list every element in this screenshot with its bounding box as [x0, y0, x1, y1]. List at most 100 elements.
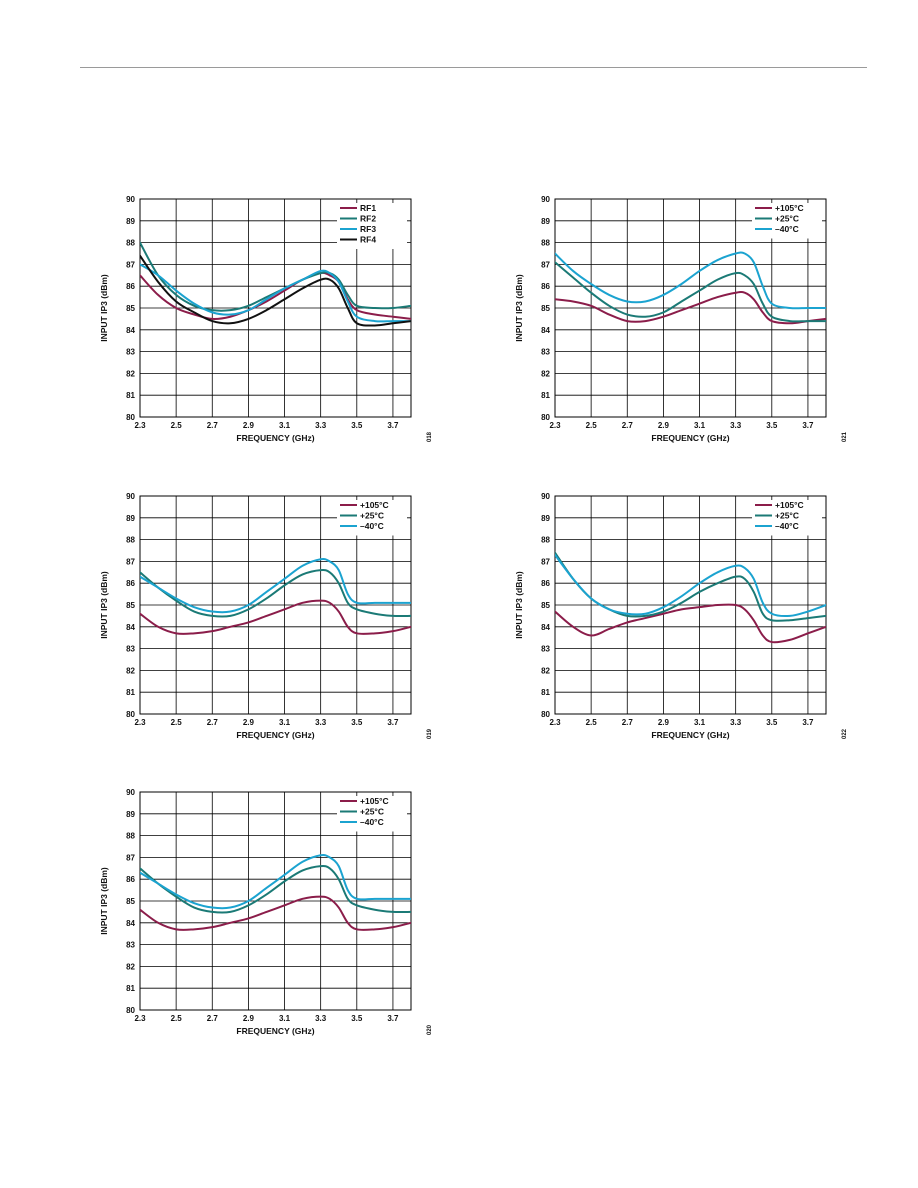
y-tick-label: 82 — [126, 369, 135, 378]
x-tick-label: 2.5 — [586, 718, 598, 727]
x-tick-label: 3.5 — [766, 421, 778, 430]
x-tick-label: 3.3 — [315, 421, 327, 430]
x-tick-label: 3.5 — [351, 718, 363, 727]
y-tick-label: 84 — [126, 326, 135, 335]
series-line-25c — [555, 261, 826, 323]
y-tick-label: 88 — [126, 239, 135, 248]
chart-panel-temperature-1: 80 81 82 83 84 85 86 87 88 89 90 2.3 2.5 2.7 2.9 3.1 3.3… — [505, 188, 865, 458]
y-tick-label: 90 — [541, 195, 550, 204]
y-tick-label: 88 — [126, 536, 135, 545]
chart-svg: 80 81 82 83 84 85 86 87 88 89 90 2.3 2.5 2.7 2.9 3.1 3.3… — [99, 788, 433, 1036]
y-tick-label: 84 — [541, 623, 550, 632]
plot-frame — [139, 791, 412, 1011]
x-tick-label: 2.3 — [549, 421, 561, 430]
x-tick-label: 3.1 — [694, 718, 706, 727]
y-tick-label: 87 — [126, 260, 135, 269]
y-tick-label: 81 — [126, 688, 135, 697]
y-tick-label: 86 — [126, 579, 135, 588]
y-tick-label: 84 — [541, 326, 550, 335]
x-tick-label: 3.7 — [387, 718, 399, 727]
legend-label: RF4 — [360, 235, 376, 245]
legend: +105°C+25°C–40°C — [337, 796, 407, 832]
x-axis-label: FREQUENCY (GHz) — [236, 1026, 314, 1036]
x-tick-label: 2.3 — [134, 421, 146, 430]
y-tick-label: 83 — [541, 645, 550, 654]
x-tick-label: 3.3 — [315, 718, 327, 727]
y-tick-label: 85 — [541, 601, 550, 610]
x-tick-label: 3.1 — [279, 421, 291, 430]
x-tick-label: 3.7 — [802, 421, 814, 430]
series-group — [140, 853, 411, 931]
legend-label: +105°C — [775, 203, 804, 213]
legend-label: –40°C — [360, 521, 384, 531]
x-tick-label: 3.7 — [802, 718, 814, 727]
y-axis-label: INPUT IP3 (dBm) — [99, 571, 109, 639]
series-line-105c — [555, 291, 826, 325]
x-tick-label: 2.5 — [586, 421, 598, 430]
x-tick-label: 3.1 — [694, 421, 706, 430]
y-tick-label: 85 — [126, 304, 135, 313]
legend-label: RF1 — [360, 203, 376, 213]
x-tick-label: 3.3 — [315, 1014, 327, 1023]
y-tick-label: 82 — [541, 666, 550, 675]
chart-svg: 80 81 82 83 84 85 86 87 88 89 90 2.3 2.5 2.7 2.9 3.1 3.3… — [99, 492, 433, 740]
figure-id: 021 — [842, 431, 848, 442]
legend-label: –40°C — [360, 817, 384, 827]
series-line-25c — [555, 551, 826, 622]
y-tick-label: 84 — [126, 623, 135, 632]
series-line-25c — [140, 569, 411, 618]
series-group — [140, 241, 411, 327]
series-line-40c — [555, 553, 826, 618]
y-tick-label: 90 — [126, 492, 135, 501]
series-line-rf3 — [140, 263, 411, 323]
y-tick-label: 82 — [126, 666, 135, 675]
y-tick-label: 81 — [126, 984, 135, 993]
x-axis-label: FREQUENCY (GHz) — [236, 730, 314, 740]
series-line-40c — [140, 853, 411, 910]
y-tick-label: 81 — [541, 688, 550, 697]
x-tick-label: 3.3 — [730, 718, 742, 727]
x-tick-label: 2.7 — [207, 1014, 219, 1023]
y-tick-label: 85 — [541, 304, 550, 313]
chart-panel-rf-channels: 80 81 82 83 84 85 86 87 88 89 90 2.3 2.5 2.7 2.9 3.1 3.3… — [90, 188, 450, 458]
chart-svg: 80 81 82 83 84 85 86 87 88 89 90 2.3 2.5 2.7 2.9 3.1 3.3… — [99, 195, 433, 443]
x-tick-label: 2.9 — [243, 1014, 255, 1023]
y-tick-label: 89 — [541, 217, 550, 226]
chart-panel-temperature-2: 80 81 82 83 84 85 86 87 88 89 90 2.3 2.5 2.7 2.9 3.1 3.3… — [90, 485, 450, 755]
x-tick-label: 2.7 — [622, 421, 634, 430]
y-tick-label: 87 — [541, 557, 550, 566]
series-group — [140, 557, 411, 635]
series-line-105c — [140, 895, 411, 931]
figure-id: 020 — [427, 1024, 433, 1035]
y-tick-label: 87 — [126, 853, 135, 862]
y-tick-label: 90 — [126, 788, 135, 797]
x-tick-label: 2.3 — [549, 718, 561, 727]
y-tick-label: 88 — [541, 536, 550, 545]
x-axis-label: FREQUENCY (GHz) — [651, 433, 729, 443]
x-tick-label: 2.7 — [622, 718, 634, 727]
y-tick-label: 87 — [541, 260, 550, 269]
y-tick-label: 89 — [126, 514, 135, 523]
x-tick-label: 2.3 — [134, 1014, 146, 1023]
y-tick-label: 85 — [126, 601, 135, 610]
x-tick-label: 2.9 — [243, 421, 255, 430]
legend-label: +25°C — [775, 511, 799, 521]
x-tick-label: 3.1 — [279, 718, 291, 727]
series-group — [555, 251, 826, 325]
x-axis-label: FREQUENCY (GHz) — [651, 730, 729, 740]
x-tick-label: 2.5 — [171, 1014, 183, 1023]
y-tick-label: 90 — [541, 492, 550, 501]
y-tick-label: 80 — [126, 710, 135, 719]
legend-label: +25°C — [360, 807, 384, 817]
legend-background — [337, 203, 407, 249]
chart-svg: 80 81 82 83 84 85 86 87 88 89 90 2.3 2.5 2.7 2.9 3.1 3.3… — [514, 492, 848, 740]
x-tick-label: 2.5 — [171, 421, 183, 430]
chart-panel-temperature-3: 80 81 82 83 84 85 86 87 88 89 90 2.3 2.5 2.7 2.9 3.1 3.3… — [505, 485, 865, 755]
y-tick-label: 86 — [126, 875, 135, 884]
y-axis-label: INPUT IP3 (dBm) — [99, 274, 109, 342]
x-tick-label: 2.5 — [171, 718, 183, 727]
figure-id: 018 — [427, 431, 433, 442]
y-tick-label: 80 — [126, 1006, 135, 1015]
y-tick-label: 86 — [541, 579, 550, 588]
x-tick-label: 2.3 — [134, 718, 146, 727]
